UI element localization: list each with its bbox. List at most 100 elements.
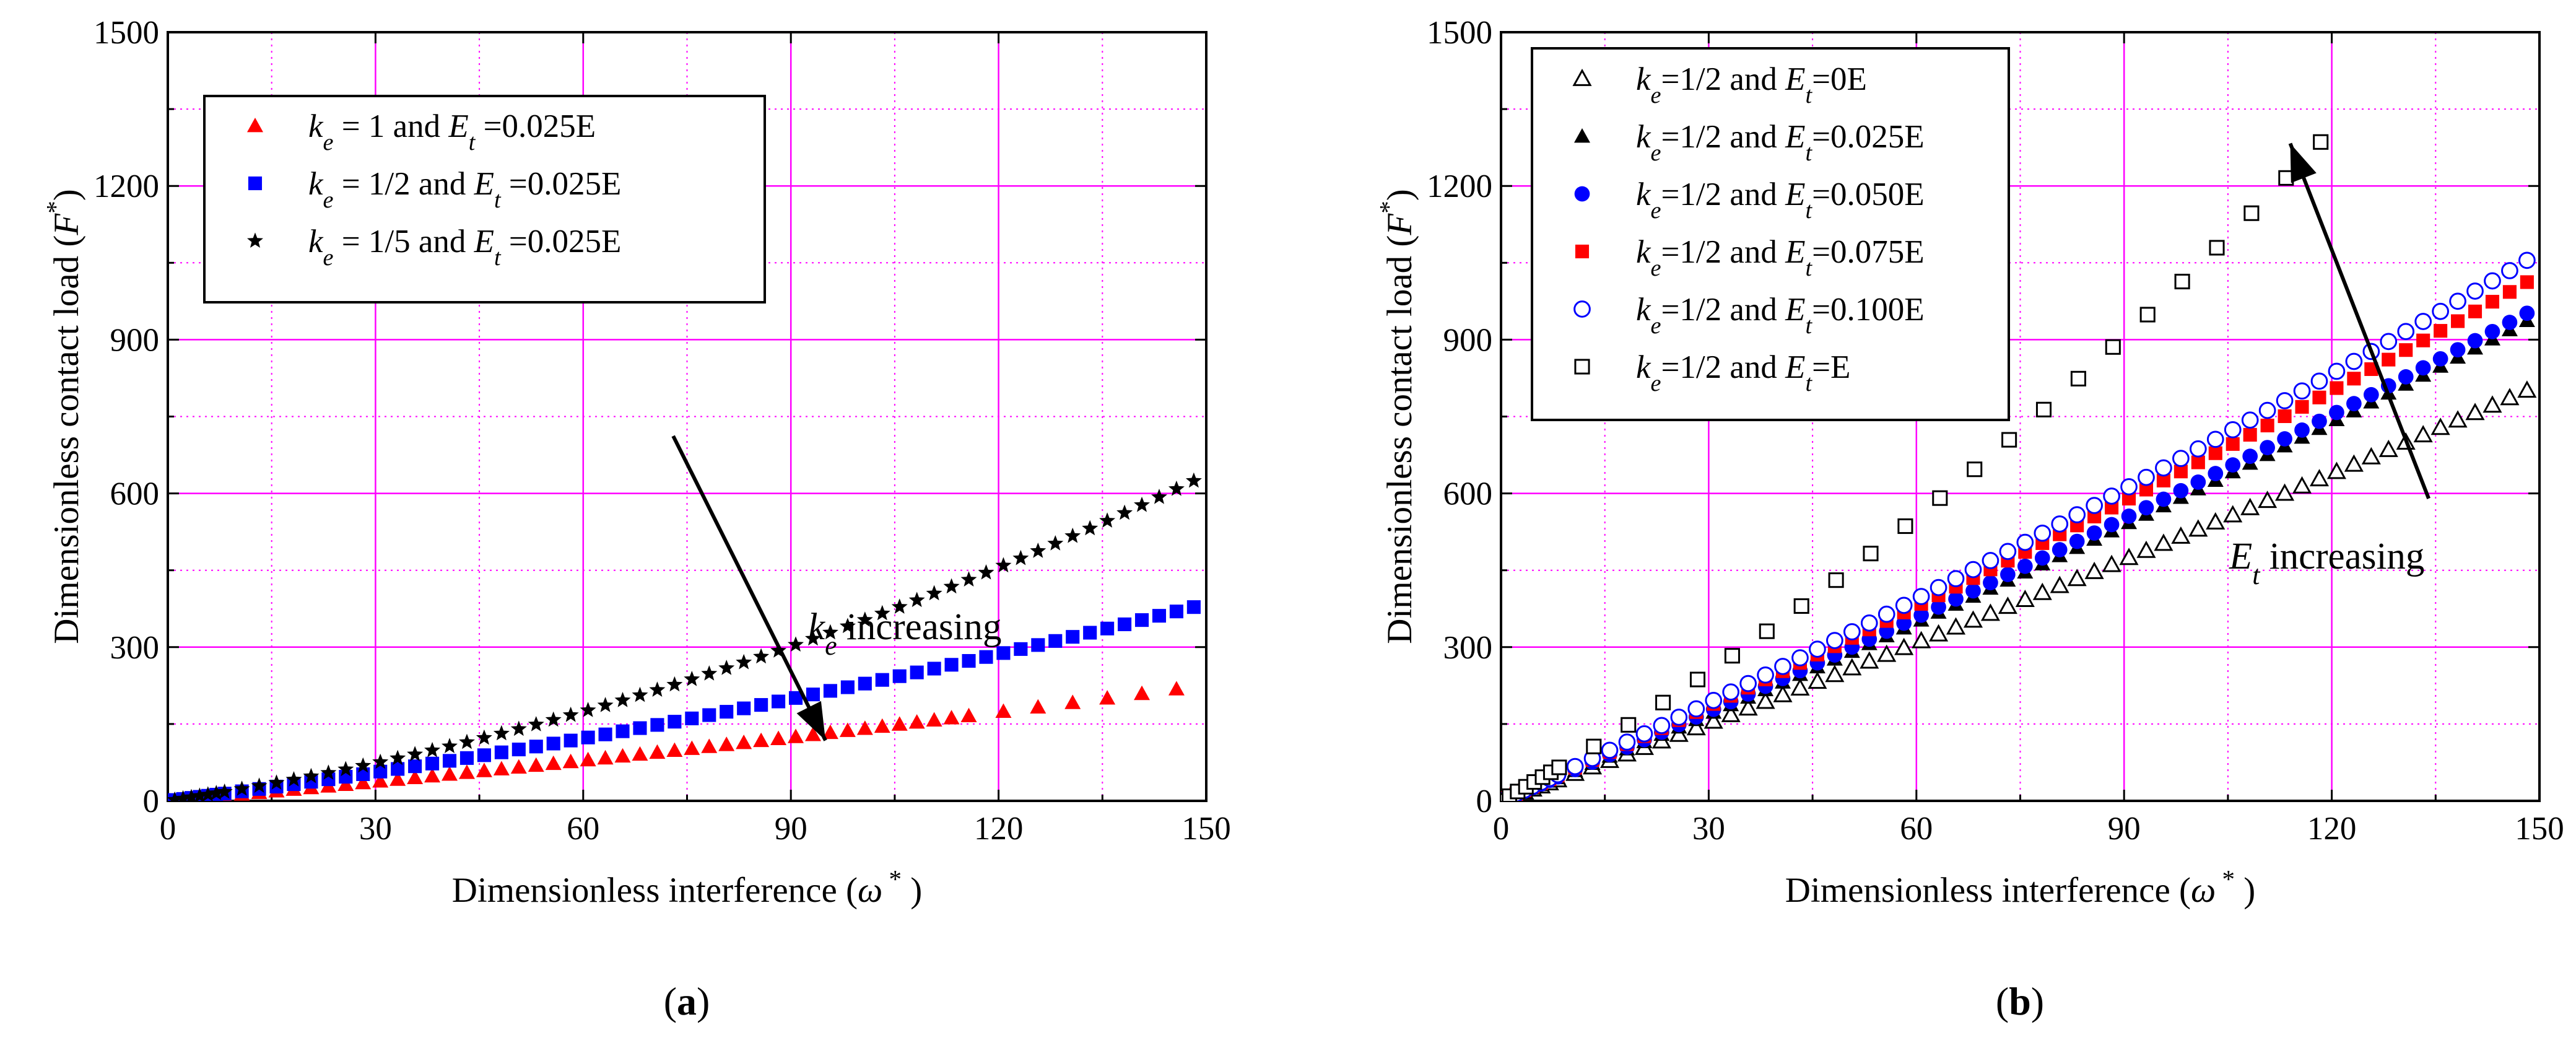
data-point <box>2208 446 2222 460</box>
data-point <box>754 698 768 712</box>
panel-label: (b) <box>1996 979 2044 1023</box>
legend-marker <box>1575 244 1590 259</box>
data-point <box>1670 709 1688 726</box>
data-point <box>736 734 752 749</box>
data-point <box>424 741 441 758</box>
data-point <box>926 712 942 727</box>
data-point <box>1704 711 1723 729</box>
data-point <box>822 624 838 640</box>
annotation-arrow <box>2288 142 2430 499</box>
legend-marker <box>1573 300 1591 318</box>
data-point <box>1999 543 2017 561</box>
data-point <box>459 751 474 765</box>
data-point <box>2119 548 2139 565</box>
data-point <box>1948 591 1964 607</box>
legend-marker <box>247 118 263 133</box>
data-point <box>2191 455 2205 469</box>
data-point <box>1168 480 1185 496</box>
data-point <box>510 759 527 774</box>
data-point <box>2035 401 2052 417</box>
data-point <box>597 749 614 765</box>
data-point <box>2174 273 2190 290</box>
data-point <box>720 705 734 719</box>
data-point <box>858 676 872 691</box>
y-tick-label: 900 <box>1443 322 1493 358</box>
data-point <box>476 762 492 777</box>
data-point <box>355 774 372 790</box>
data-point <box>303 767 320 784</box>
data-point <box>1169 605 1183 619</box>
data-point <box>632 746 648 761</box>
data-point <box>2344 454 2364 472</box>
data-point <box>391 762 405 776</box>
legend-entry: ke = 1/2 and Et =0.025E <box>308 166 621 213</box>
data-point <box>459 733 475 749</box>
data-point <box>2310 372 2328 390</box>
data-point <box>2171 526 2191 544</box>
data-point <box>2174 465 2188 479</box>
legend-entry: ke=1/2 and Et=0.050E <box>1636 177 1925 224</box>
panel-label: (a) <box>664 979 710 1023</box>
data-point <box>2223 505 2243 523</box>
data-point <box>2017 558 2033 574</box>
data-point <box>1983 575 1998 591</box>
y-tick-label: 1200 <box>1427 168 1492 204</box>
data-point <box>511 742 526 757</box>
data-point <box>268 774 285 790</box>
x-tick-label: 0 <box>1493 811 1510 847</box>
data-point <box>702 708 716 722</box>
data-point <box>528 757 544 772</box>
data-point <box>614 692 631 707</box>
data-point <box>1031 638 1045 652</box>
data-point <box>2067 569 2087 587</box>
data-point <box>2032 582 2052 600</box>
data-point <box>2414 313 2432 330</box>
data-point <box>1721 704 1741 722</box>
data-point <box>960 707 977 723</box>
data-point <box>2241 411 2259 429</box>
data-point <box>666 742 683 757</box>
y-tick-label: 1500 <box>1427 15 1492 51</box>
data-point <box>995 703 1012 718</box>
data-point <box>2399 343 2413 357</box>
legend-box <box>203 95 766 303</box>
data-point <box>2430 417 2450 435</box>
data-point <box>1048 634 1063 648</box>
data-point <box>493 725 510 741</box>
data-point <box>2500 388 2520 406</box>
data-point <box>2485 295 2500 309</box>
data-point <box>1566 758 1584 775</box>
data-point <box>874 718 890 733</box>
data-point <box>372 773 389 788</box>
data-point <box>2156 473 2170 487</box>
data-point <box>891 598 908 614</box>
data-point <box>1099 690 1116 705</box>
legend: ke = 1 and Et =0.025E ke = 1/2 and Et =0.… <box>203 95 766 303</box>
data-point <box>389 749 406 766</box>
data-point <box>2415 360 2431 376</box>
data-point <box>701 665 718 681</box>
data-point <box>580 702 596 717</box>
data-point <box>2103 487 2120 505</box>
data-point <box>477 748 491 762</box>
data-point <box>2519 305 2535 321</box>
data-point <box>614 748 631 763</box>
data-point <box>199 786 216 801</box>
data-point <box>2086 497 2103 514</box>
data-point <box>995 557 1012 573</box>
legend-entry: ke=1/2 and Et=0.075E <box>1636 234 1925 281</box>
data-point <box>2084 561 2104 579</box>
data-point <box>337 761 354 777</box>
data-point <box>2448 410 2468 428</box>
data-point <box>943 578 960 594</box>
y-axis-label: Dimensionless contact load (F*) <box>1374 189 1419 644</box>
data-point <box>684 671 700 686</box>
data-point <box>2139 483 2154 497</box>
data-point <box>2295 400 2309 414</box>
data-point <box>2398 369 2414 385</box>
data-point <box>1635 725 1653 743</box>
x-tick-label: 30 <box>359 811 392 847</box>
data-point <box>2105 339 2121 355</box>
annotation-label: Et increasing <box>2229 536 2424 590</box>
data-point <box>2015 589 2035 607</box>
